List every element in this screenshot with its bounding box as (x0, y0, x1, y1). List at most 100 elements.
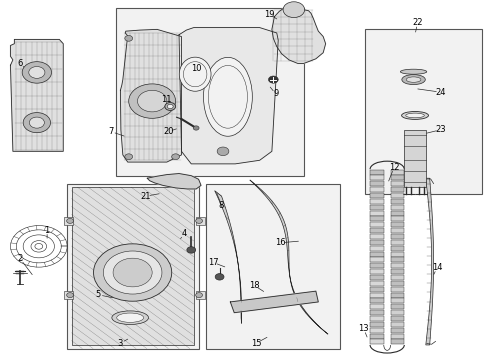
Bar (370, 304, 384, 309)
Bar (391, 175, 404, 180)
Text: 5: 5 (96, 290, 101, 299)
Circle shape (187, 247, 196, 253)
Bar (370, 234, 384, 239)
Bar (67, 184, 198, 348)
Ellipse shape (112, 311, 148, 324)
Bar (370, 252, 384, 257)
Circle shape (29, 117, 45, 128)
Text: 17: 17 (208, 258, 219, 267)
Bar (370, 199, 384, 204)
Circle shape (113, 258, 152, 287)
Bar (370, 281, 384, 286)
Bar (391, 199, 404, 204)
Ellipse shape (402, 112, 428, 120)
Bar (391, 322, 404, 327)
Text: 24: 24 (435, 87, 446, 96)
Bar (370, 287, 384, 292)
Polygon shape (10, 40, 63, 151)
Bar (391, 187, 404, 192)
Bar (370, 310, 384, 315)
Bar (391, 304, 404, 309)
Text: 16: 16 (275, 238, 286, 247)
Text: 10: 10 (191, 64, 201, 73)
Bar (391, 333, 404, 338)
Text: 7: 7 (108, 127, 114, 136)
Circle shape (29, 67, 45, 78)
Bar (391, 240, 404, 245)
Polygon shape (250, 180, 328, 334)
Polygon shape (230, 291, 318, 313)
Text: 23: 23 (435, 125, 446, 134)
Bar (365, 30, 482, 194)
Bar (370, 175, 384, 180)
Bar (72, 187, 194, 345)
Bar (116, 8, 304, 176)
Ellipse shape (165, 103, 175, 111)
Text: 9: 9 (273, 89, 278, 98)
Circle shape (217, 147, 229, 156)
Bar (64, 217, 73, 225)
Circle shape (125, 154, 133, 159)
Text: 15: 15 (251, 339, 262, 348)
Bar (391, 328, 404, 333)
Polygon shape (179, 28, 278, 164)
Bar (370, 228, 384, 233)
Circle shape (196, 219, 202, 224)
Polygon shape (215, 191, 242, 323)
Circle shape (103, 251, 162, 294)
Bar (391, 252, 404, 257)
Bar (370, 316, 384, 321)
Text: 21: 21 (141, 192, 151, 201)
Polygon shape (121, 30, 181, 162)
Circle shape (129, 84, 175, 118)
Text: 18: 18 (249, 281, 260, 290)
Bar (370, 205, 384, 210)
Bar (391, 234, 404, 239)
Bar (370, 222, 384, 227)
Circle shape (196, 293, 202, 298)
Circle shape (22, 62, 51, 83)
Ellipse shape (402, 75, 425, 85)
Bar (391, 216, 404, 221)
Bar (370, 263, 384, 268)
Bar (391, 293, 404, 297)
Bar (391, 193, 404, 198)
Polygon shape (147, 174, 201, 189)
Bar (391, 281, 404, 286)
Ellipse shape (167, 104, 173, 109)
Bar (370, 216, 384, 221)
Polygon shape (426, 178, 434, 345)
Bar (370, 275, 384, 280)
Text: 6: 6 (18, 59, 23, 68)
Circle shape (67, 219, 74, 224)
Bar (391, 181, 404, 186)
Bar (404, 130, 426, 187)
Bar (391, 287, 404, 292)
Bar (370, 187, 384, 192)
Bar (370, 246, 384, 251)
Bar (196, 291, 205, 300)
Text: 2: 2 (18, 255, 23, 264)
Circle shape (23, 113, 50, 133)
Bar (370, 240, 384, 245)
Circle shape (215, 274, 224, 280)
Bar (206, 184, 340, 348)
Bar (391, 339, 404, 345)
Bar (391, 298, 404, 303)
Bar (391, 205, 404, 210)
Text: 4: 4 (181, 229, 187, 238)
Bar (391, 316, 404, 321)
Bar (370, 181, 384, 186)
Ellipse shape (179, 57, 211, 91)
Bar (370, 211, 384, 216)
Ellipse shape (203, 57, 252, 136)
Circle shape (269, 76, 278, 83)
Bar (391, 246, 404, 251)
Bar (391, 263, 404, 268)
Text: 8: 8 (219, 201, 224, 210)
Bar (391, 269, 404, 274)
Circle shape (172, 154, 179, 159)
Text: 13: 13 (358, 324, 369, 333)
Bar (370, 328, 384, 333)
Bar (370, 193, 384, 198)
